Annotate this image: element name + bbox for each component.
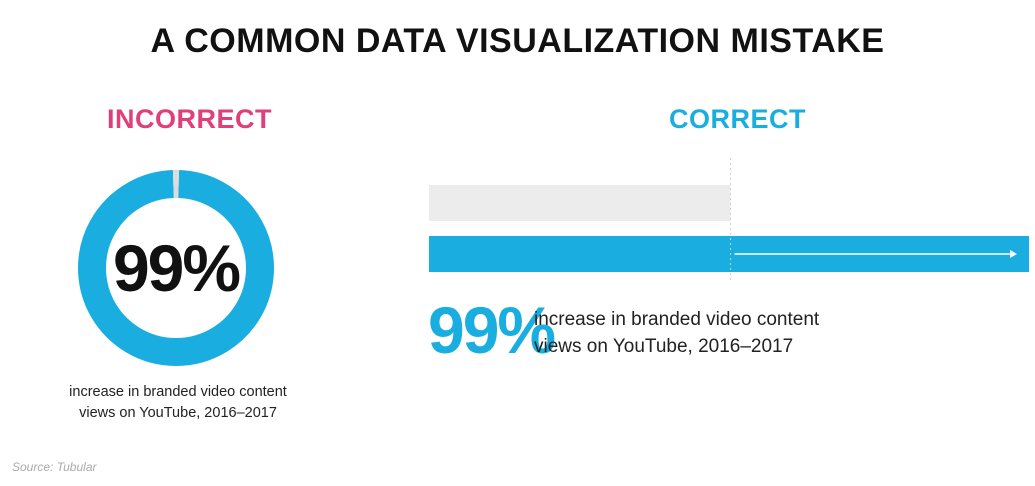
bar-baseline xyxy=(429,185,731,221)
page-title: A COMMON DATA VISUALIZATION MISTAKE xyxy=(150,22,885,60)
donut-value: 99% xyxy=(112,231,241,305)
donut-chart xyxy=(78,170,274,366)
donut-caption-line-1: increase in branded video content xyxy=(69,384,287,400)
source-note: Source: Tubular xyxy=(12,460,97,474)
donut-caption: increase in branded video content views … xyxy=(40,382,316,424)
arrow-head-icon xyxy=(1010,250,1017,258)
bar-caption-line-1: increase in branded video content xyxy=(534,309,820,330)
incorrect-label: INCORRECT xyxy=(107,104,272,134)
donut-slice-main xyxy=(78,170,274,366)
donut-caption-line-2: views on YouTube, 2016–2017 xyxy=(79,405,277,421)
bar-value: 99% xyxy=(428,293,556,367)
correct-label: CORRECT xyxy=(669,104,806,134)
bar-caption-line-2: views on YouTube, 2016–2017 xyxy=(534,336,794,357)
bar-caption: increase in branded video content views … xyxy=(534,306,894,360)
